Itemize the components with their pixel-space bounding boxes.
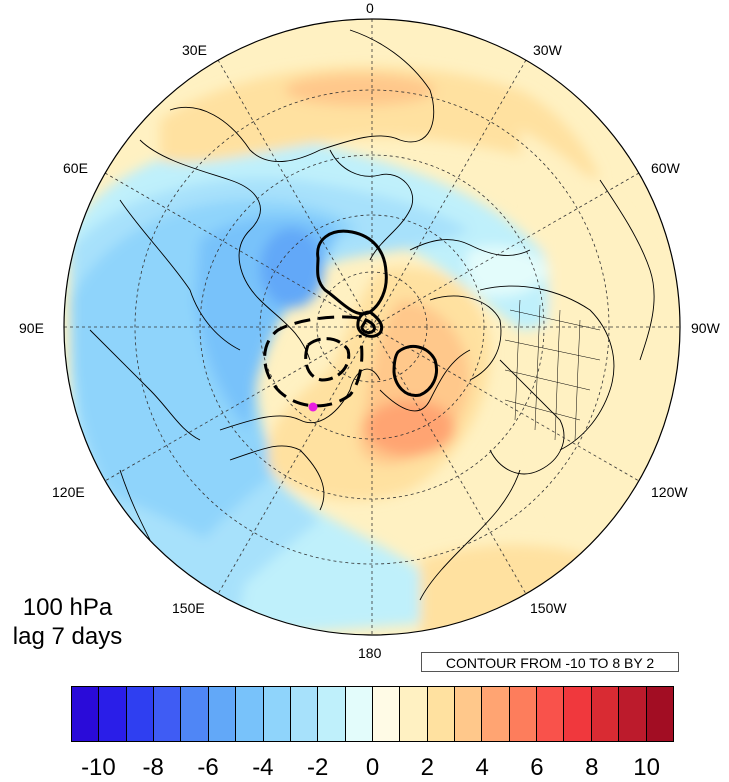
colorbar-cell [646,687,673,741]
colorbar-cell [537,687,565,741]
pressure-level-title: 100 hPa [22,594,113,621]
colorbar-tick-label: -10 [81,754,116,781]
lon-label-90e: 90E [19,320,44,336]
lon-label-60e: 60E [63,160,88,176]
colorbar-cell [455,687,483,741]
colorbar-cell [564,687,592,741]
colorbar-tick-label: 0 [365,754,380,781]
lon-label-0: 0 [366,0,374,16]
lon-label-90w: 90W [691,320,720,336]
lon-label-120e: 120E [52,484,85,500]
colorbar-cell [318,687,346,741]
lag-title: lag 7 days [12,623,123,650]
coastlines [89,29,655,601]
colorbar-cell [591,687,620,741]
colorbar-tick-label: 10 [633,754,660,781]
colorbar-cell [290,687,319,741]
colorbar-cell [372,687,401,741]
lon-label-60w: 60W [651,160,680,176]
contour-info-box: CONTOUR FROM -10 TO 8 BY 2 [421,652,679,672]
lon-label-150w: 150W [530,600,567,616]
lon-label-150e: 150E [172,600,205,616]
colorbar-cell [619,687,647,741]
colorbar-cell [482,687,510,741]
colorbar-cell [427,687,456,741]
colorbar-cell [99,687,127,741]
us-borders [504,299,601,441]
colorbar-tick-label: 6 [530,754,544,781]
colorbar-cell [509,687,538,741]
lon-label-30e: 30E [182,42,207,58]
colorbar [71,686,674,742]
colorbar-tick-label: -8 [142,754,164,781]
colorbar-tick-label: -6 [197,754,219,781]
lon-label-30w: 30W [533,42,562,58]
colorbar-cell [126,687,155,741]
colorbar-cell [72,687,100,741]
colorbar-cell [181,687,209,741]
colorbar-tick-label: -4 [252,754,274,781]
colorbar-tick-label: 2 [420,754,434,781]
shaded-field [64,19,680,635]
lon-label-120w: 120W [651,484,688,500]
graticule [64,19,680,635]
colorbar-cell [345,687,373,741]
colorbar-cell [208,687,237,741]
colorbar-cell [154,687,182,741]
colorbar-cell [236,687,264,741]
map-border [63,18,681,636]
location-marker [308,402,318,412]
colorbar-cell [263,687,291,741]
colorbar-tick-label: 8 [585,754,599,781]
colorbar-tick-label: -2 [307,754,329,781]
colorbar-cell [400,687,428,741]
contours [263,229,438,408]
lon-label-180: 180 [358,645,382,661]
colorbar-tick-label: 4 [475,754,489,781]
